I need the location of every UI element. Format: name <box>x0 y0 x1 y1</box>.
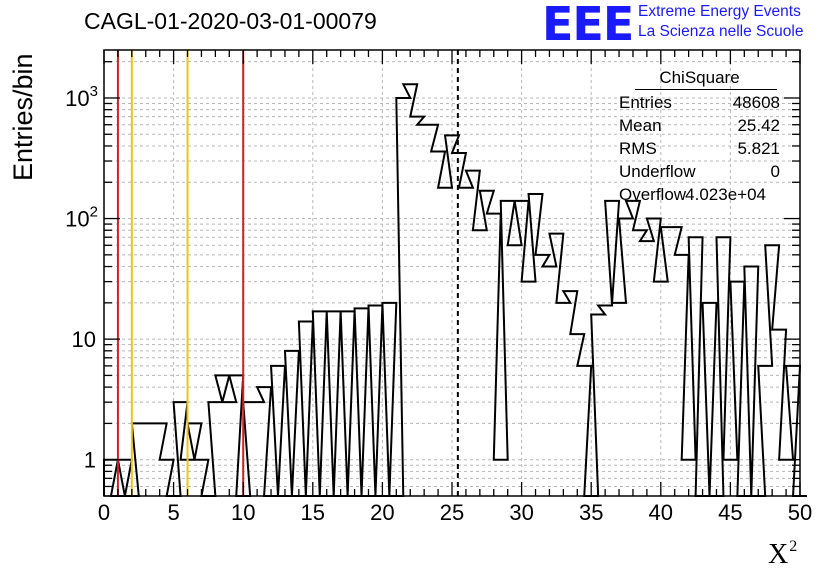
x-tick-label: 15 <box>301 500 325 525</box>
x-axis-label-text: X <box>768 539 789 570</box>
y-tick-label: 1 <box>84 448 96 473</box>
marker-lines <box>116 50 459 496</box>
grid <box>104 50 800 496</box>
axes: 0 5 10 15 20 25 30 35 40 45 50 1 10 102 103 <box>65 49 812 525</box>
eee-logo: EEE <box>542 0 634 51</box>
stats-row-entries: Entries 48608 <box>619 93 780 113</box>
stats-value: 25.42 <box>737 116 780 135</box>
x-tick-label: 0 <box>98 500 110 525</box>
histogram-bars <box>103 83 807 497</box>
stats-key: Overflow <box>619 185 687 204</box>
x-tick-label: 50 <box>788 500 812 525</box>
stats-value: 4.023e+04 <box>685 185 766 204</box>
y-tick-label: 10 <box>72 327 96 352</box>
stats-key: Entries <box>619 93 672 112</box>
stats-row-overflow: Overflow 4.023e+04 <box>619 185 780 205</box>
stats-row-rms: RMS 5.821 <box>619 139 780 159</box>
x-tick-label: 30 <box>509 500 533 525</box>
x-tick-label: 45 <box>718 500 742 525</box>
y-axis-label: Entries/bin <box>8 53 38 181</box>
stats-key: Underflow <box>619 162 696 181</box>
stats-divider <box>635 89 777 90</box>
stats-value: 5.821 <box>737 139 780 158</box>
stats-value: 48608 <box>732 93 780 112</box>
x-tick-label: 5 <box>167 500 179 525</box>
x-tick-label: 35 <box>579 500 603 525</box>
logo-line-1: Extreme Energy Events <box>638 3 801 20</box>
stats-row-mean: Mean 25.42 <box>619 116 780 136</box>
chart-title: CAGL-01-2020-03-01-00079 <box>84 8 377 34</box>
stats-key: Mean <box>619 116 662 135</box>
x-tick-label: 10 <box>231 500 255 525</box>
x-axis-label-sup: 2 <box>789 538 798 555</box>
stats-box: ChiSquare Entries 48608 Mean 25.42 RMS 5… <box>611 66 788 204</box>
y-tick-label: 102 <box>65 204 98 232</box>
stats-value: 0 <box>770 162 780 181</box>
x-tick-label: 40 <box>649 500 673 525</box>
x-tick-label: 20 <box>370 500 394 525</box>
logo-line-2: La Scienza nelle Scuole <box>638 23 804 40</box>
stats-key: RMS <box>619 139 657 158</box>
x-tick-label: 25 <box>440 500 464 525</box>
x-axis-label: X2 <box>768 538 797 571</box>
y-tick-label: 103 <box>65 83 98 111</box>
stats-row-underflow: Underflow 0 <box>619 162 780 182</box>
stats-title: ChiSquare <box>659 68 740 87</box>
histogram-outline <box>103 83 807 497</box>
